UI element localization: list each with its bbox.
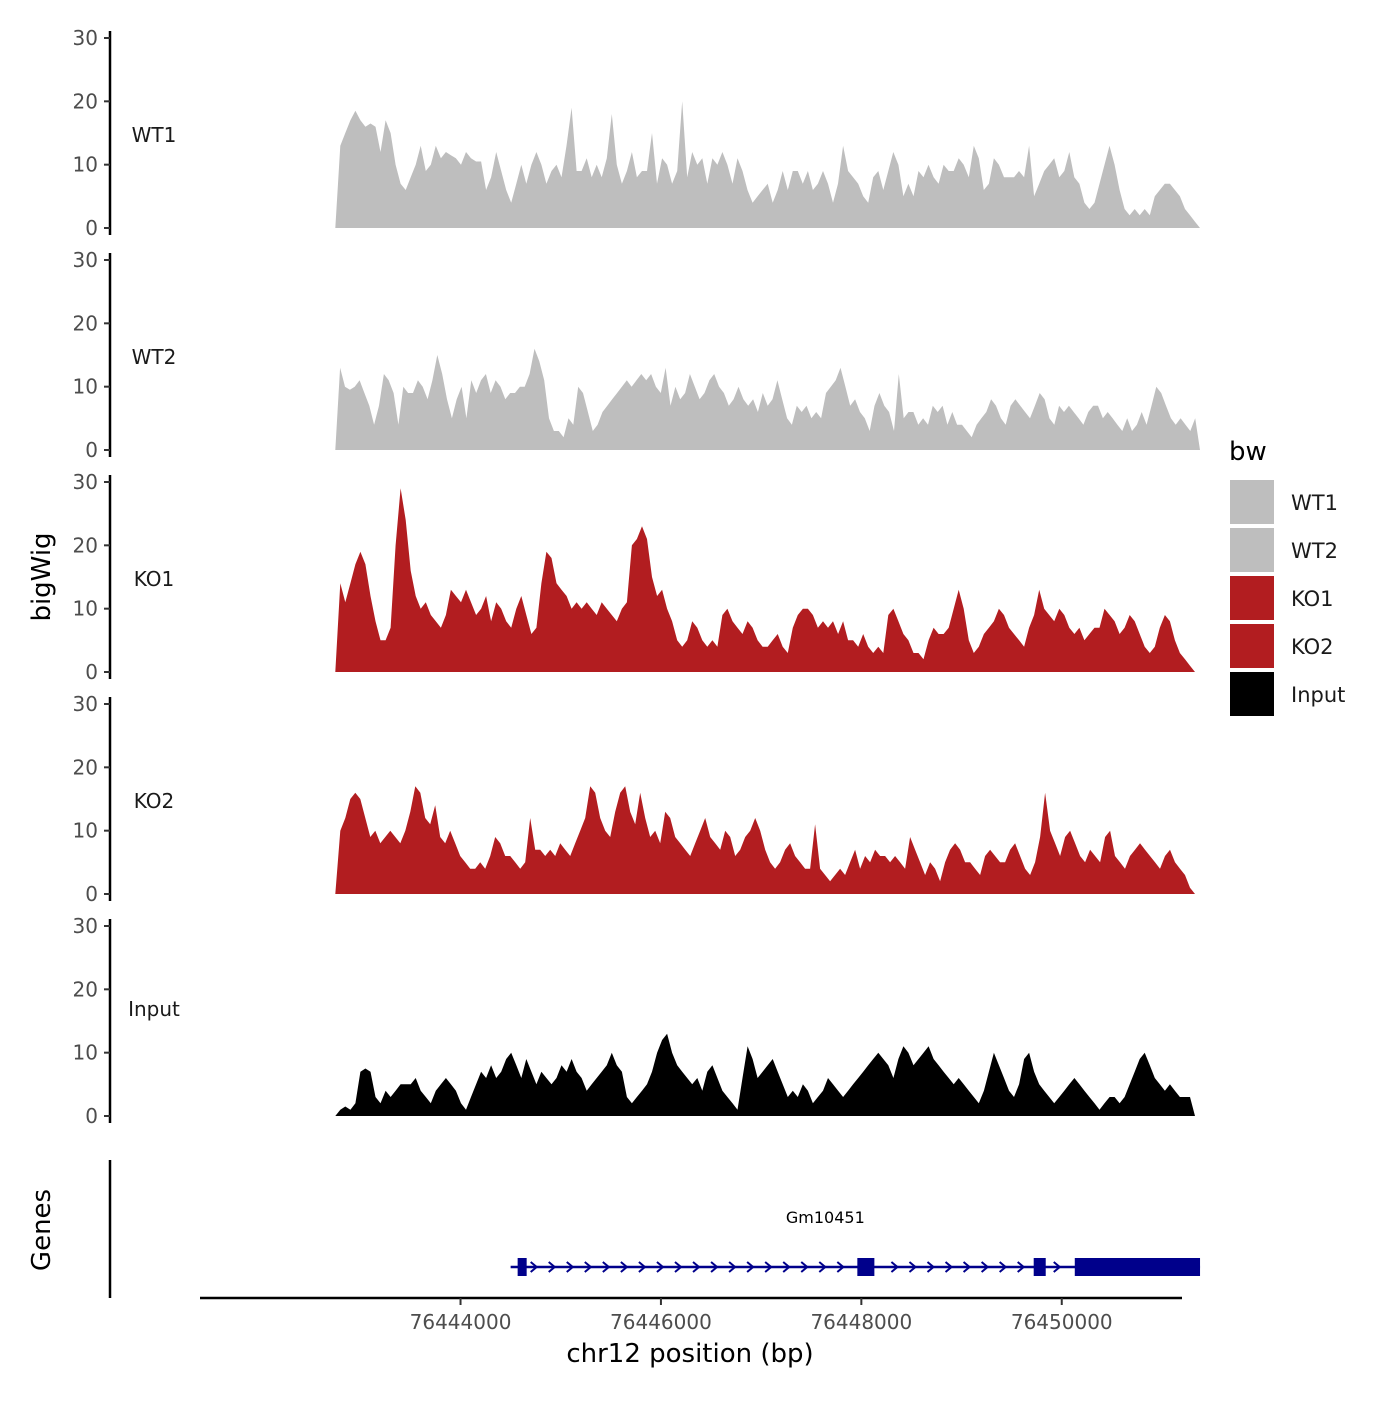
strand-arrow-mark xyxy=(890,1261,899,1273)
strand-arrow-mark xyxy=(584,1261,593,1273)
strand-arrow-mark xyxy=(962,1261,972,1273)
y-tick-label: 0 xyxy=(85,438,98,462)
genes-panel-title: Genes xyxy=(27,1189,57,1271)
y-tick-label: 0 xyxy=(85,882,98,906)
strand-arrow-mark xyxy=(530,1261,539,1273)
strand-arrow-mark xyxy=(602,1261,611,1273)
x-axis-title: chr12 position (bp) xyxy=(566,1339,813,1369)
exon-block xyxy=(857,1258,875,1276)
strand-arrow-mark xyxy=(782,1261,791,1273)
legend-label-ko1: KO1 xyxy=(1291,587,1334,611)
area-wt1 xyxy=(335,101,1200,228)
y-tick-label: 20 xyxy=(73,755,98,779)
track-label: WT2 xyxy=(132,345,177,369)
y-tick-label: 20 xyxy=(73,311,98,335)
strand-arrow-mark xyxy=(818,1261,827,1273)
area-ko2 xyxy=(335,786,1195,894)
legend-swatch-wt1 xyxy=(1230,480,1274,524)
track-label: WT1 xyxy=(132,123,177,147)
y-tick-label: 20 xyxy=(73,533,98,557)
x-tick-label: 76446000 xyxy=(610,1310,712,1334)
legend-swatch-ko1 xyxy=(1230,576,1274,620)
tracks-group: 0 10 20 30 WT1 0 10 20 30 WT2 0 10 20 30 KO1 0 10 20 30 KO2… xyxy=(73,26,1200,1128)
legend-swatch-ko2 xyxy=(1230,624,1274,668)
legend: WT1 WT2 KO1 KO2 Input xyxy=(1230,480,1345,716)
strand-arrow-mark xyxy=(944,1261,954,1273)
strand-arrow-mark xyxy=(908,1261,918,1273)
strand-arrow-mark xyxy=(926,1261,936,1273)
strand-arrow-mark xyxy=(548,1261,557,1273)
strand-arrow-mark xyxy=(998,1261,1008,1273)
y-tick-label: 0 xyxy=(85,216,98,240)
strand-arrow-mark xyxy=(566,1261,575,1273)
strand-arrow-mark xyxy=(1053,1261,1062,1273)
y-tick-label: 10 xyxy=(73,597,98,621)
x-axis: 76444000 76446000 76448000 76450000 xyxy=(200,1296,1182,1334)
exon-block xyxy=(517,1258,527,1276)
exon-block xyxy=(1074,1258,1201,1276)
area-input xyxy=(335,1033,1195,1116)
legend-swatch-input xyxy=(1230,672,1274,716)
strand-arrow-mark xyxy=(656,1261,665,1273)
gene-panel: Gm10451 xyxy=(108,1160,1201,1298)
track-label: KO2 xyxy=(134,789,175,813)
strand-arrow-mark xyxy=(980,1261,990,1273)
legend-label-ko2: KO2 xyxy=(1291,635,1334,659)
legend-label-input: Input xyxy=(1291,683,1345,707)
strand-arrow-mark xyxy=(620,1261,629,1273)
track-label: KO1 xyxy=(134,567,175,591)
y-tick-label: 30 xyxy=(73,470,98,494)
y-tick-label: 0 xyxy=(85,660,98,684)
y-tick-label: 30 xyxy=(73,26,98,50)
strand-arrow-mark xyxy=(1017,1261,1026,1273)
legend-swatch-wt2 xyxy=(1230,528,1274,572)
y-axis-title: bigWig xyxy=(27,532,57,621)
y-tick-label: 20 xyxy=(73,89,98,113)
strand-arrow-mark xyxy=(638,1261,647,1273)
legend-label-wt1: WT1 xyxy=(1291,491,1338,515)
strand-arrow-mark xyxy=(710,1261,719,1273)
strand-arrow-mark xyxy=(692,1261,701,1273)
strand-arrow-mark xyxy=(800,1261,809,1273)
y-tick-label: 0 xyxy=(85,1104,98,1128)
strand-arrow-mark xyxy=(674,1261,683,1273)
y-tick-label: 30 xyxy=(73,692,98,716)
strand-arrow-mark xyxy=(764,1261,773,1273)
x-tick-label: 76450000 xyxy=(1011,1310,1113,1334)
strand-arrow-mark xyxy=(836,1261,845,1273)
y-tick-label: 10 xyxy=(73,375,98,399)
x-tick-label: 76448000 xyxy=(810,1310,912,1334)
y-tick-label: 20 xyxy=(73,977,98,1001)
y-tick-label: 30 xyxy=(73,914,98,938)
exon-block xyxy=(1033,1258,1046,1276)
strand-arrow-mark xyxy=(746,1261,755,1273)
gene-name-label: Gm10451 xyxy=(786,1208,865,1227)
y-tick-label: 10 xyxy=(73,819,98,843)
area-wt2 xyxy=(335,348,1200,450)
y-tick-label: 10 xyxy=(73,1041,98,1065)
strand-arrow-mark xyxy=(728,1261,737,1273)
y-tick-label: 30 xyxy=(73,248,98,272)
track-label: Input xyxy=(128,997,180,1021)
x-tick-label: 76444000 xyxy=(410,1310,512,1334)
legend-label-wt2: WT2 xyxy=(1291,539,1338,563)
y-tick-label: 10 xyxy=(73,153,98,177)
area-ko1 xyxy=(335,488,1195,672)
legend-title: bw xyxy=(1229,437,1267,467)
